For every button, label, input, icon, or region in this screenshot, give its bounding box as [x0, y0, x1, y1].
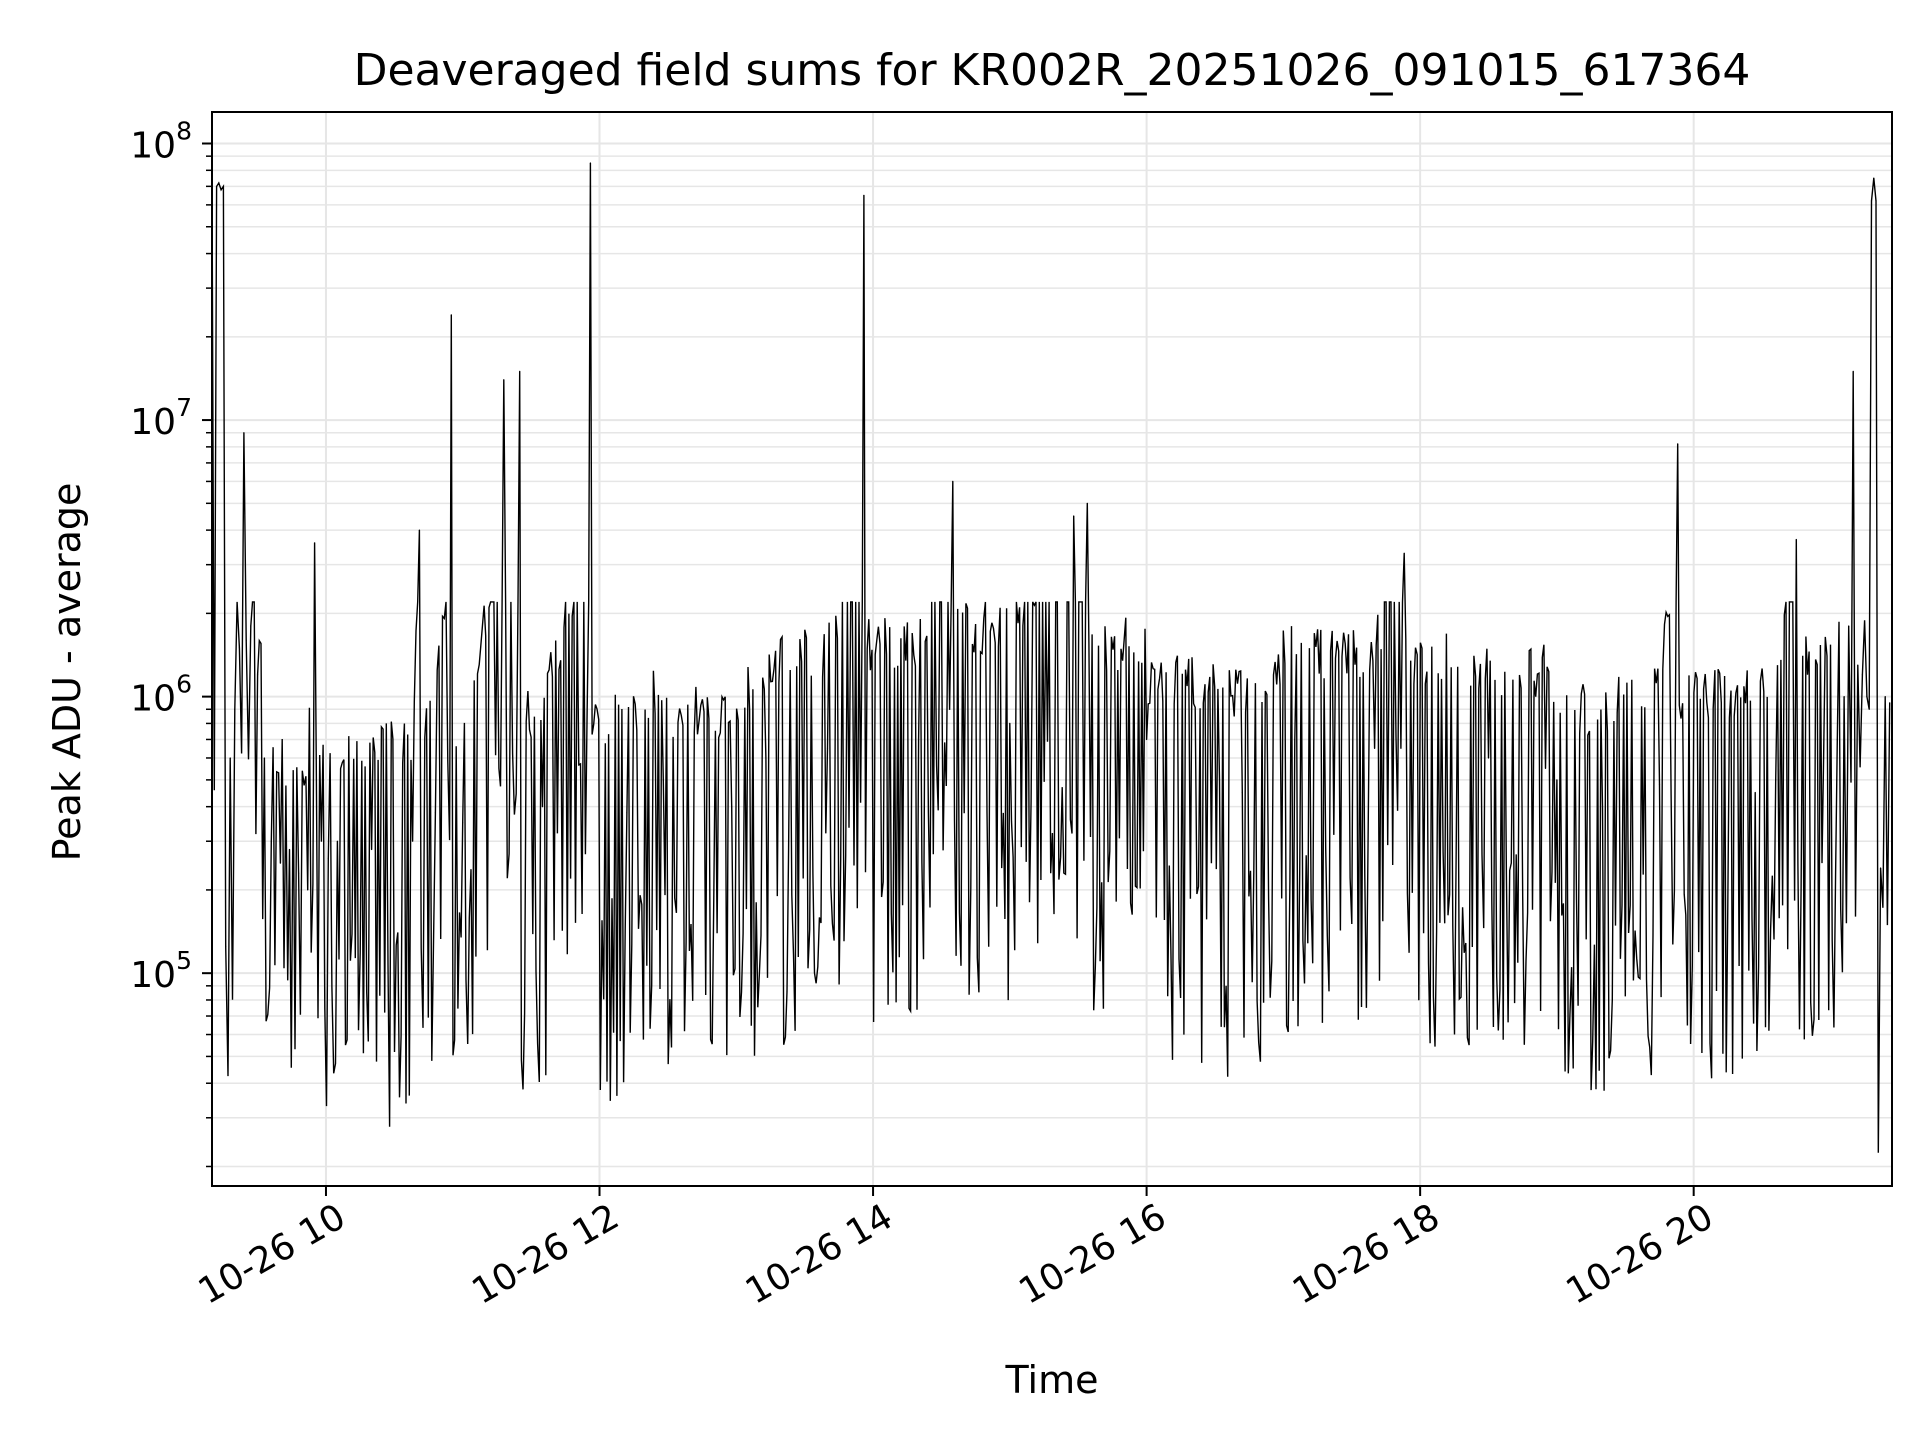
y-axis-label: Peak ADU - average	[45, 483, 89, 862]
data-point	[220, 189, 222, 191]
data-point	[1775, 779, 1777, 781]
x-tick-label: 10-26 18	[1286, 1196, 1447, 1312]
data-point	[243, 432, 245, 434]
data-point	[1754, 791, 1756, 794]
data-point	[1836, 738, 1838, 741]
data-point	[1658, 784, 1661, 786]
data-point	[1852, 370, 1854, 372]
data-point	[765, 757, 767, 759]
data-point	[1241, 791, 1243, 794]
x-axis-label: Time	[1005, 1358, 1099, 1402]
data-point	[1009, 722, 1011, 725]
data-point	[216, 185, 218, 187]
y-tick-label: 107	[130, 393, 192, 443]
data-point	[1823, 757, 1825, 759]
data-point	[1843, 696, 1845, 698]
data-point	[245, 639, 247, 641]
data-point	[826, 747, 829, 750]
data-point	[503, 379, 505, 381]
x-tick-label: 10-26 12	[465, 1196, 626, 1312]
grid-lines	[212, 112, 1892, 1186]
data-point	[257, 674, 259, 676]
data-point	[541, 806, 544, 808]
data-point	[662, 779, 664, 781]
data-point	[1294, 738, 1296, 741]
data-point	[218, 182, 220, 184]
data-point	[1601, 806, 1604, 808]
x-axis-ticks: 10-26 10 10-26 12 10-26 14 10-26 16 10-26 18…	[192, 1186, 1720, 1313]
data-point	[1677, 443, 1679, 445]
y-tick-label: 105	[130, 946, 192, 996]
data-point	[279, 862, 281, 864]
data-point	[1487, 757, 1490, 759]
data-point	[298, 872, 300, 874]
data-point	[434, 812, 436, 814]
data-point	[250, 625, 252, 627]
data-point	[1146, 738, 1148, 741]
plot-area	[211, 162, 1891, 1153]
data-point	[626, 812, 628, 814]
data-point	[1875, 200, 1877, 202]
x-tick-label: 10-26 16	[1012, 1196, 1173, 1312]
data-point	[1073, 515, 1075, 517]
data-point	[234, 708, 236, 710]
data-point	[1866, 696, 1868, 698]
data-point	[307, 889, 309, 891]
data-point	[371, 848, 373, 851]
data-point	[1374, 747, 1376, 750]
x-tick-label: 10-26 14	[739, 1196, 900, 1312]
y-tick-label: 106	[130, 670, 192, 720]
x-tick-label: 10-26 10	[192, 1196, 353, 1312]
data-point	[412, 840, 414, 842]
data-point	[462, 822, 464, 824]
data-point	[863, 194, 865, 196]
data-point	[229, 757, 231, 759]
data-point	[1861, 674, 1863, 676]
data-point	[225, 945, 227, 948]
data-point	[589, 162, 592, 164]
data-point	[1218, 779, 1221, 781]
chart-title: Deaveraged field sums for KR002R_2025102…	[354, 45, 1751, 96]
data-point	[320, 840, 322, 842]
data-point	[1544, 767, 1547, 770]
y-axis-ticks: 105 106 107 108	[130, 117, 212, 1168]
data-point	[1403, 552, 1405, 554]
data-point	[1870, 200, 1873, 202]
data-point	[1889, 702, 1891, 704]
series-line	[211, 162, 1891, 1153]
data-point	[918, 738, 920, 741]
data-point	[222, 185, 224, 187]
data-point	[1880, 867, 1882, 869]
data-point	[418, 529, 420, 531]
data-point	[1795, 538, 1797, 541]
data-point	[1857, 664, 1859, 666]
data-point	[288, 848, 291, 851]
data-point	[314, 542, 316, 544]
data-point	[270, 840, 272, 842]
data-point	[1556, 779, 1558, 781]
data-point	[731, 806, 733, 808]
plot-frame	[211, 111, 1893, 1187]
data-point	[1884, 696, 1886, 698]
data-point	[1848, 625, 1850, 627]
data-point	[1873, 177, 1875, 179]
data-point	[238, 647, 240, 649]
data-point	[952, 480, 954, 482]
data-point	[1868, 708, 1870, 710]
data-point	[263, 757, 265, 759]
data-point	[1086, 502, 1088, 504]
data-point	[336, 840, 338, 842]
data-point	[519, 370, 521, 372]
y-tick-label: 108	[130, 117, 192, 167]
x-tick-label: 10-26 20	[1560, 1196, 1721, 1312]
data-point	[450, 314, 452, 316]
data-point	[327, 857, 329, 860]
